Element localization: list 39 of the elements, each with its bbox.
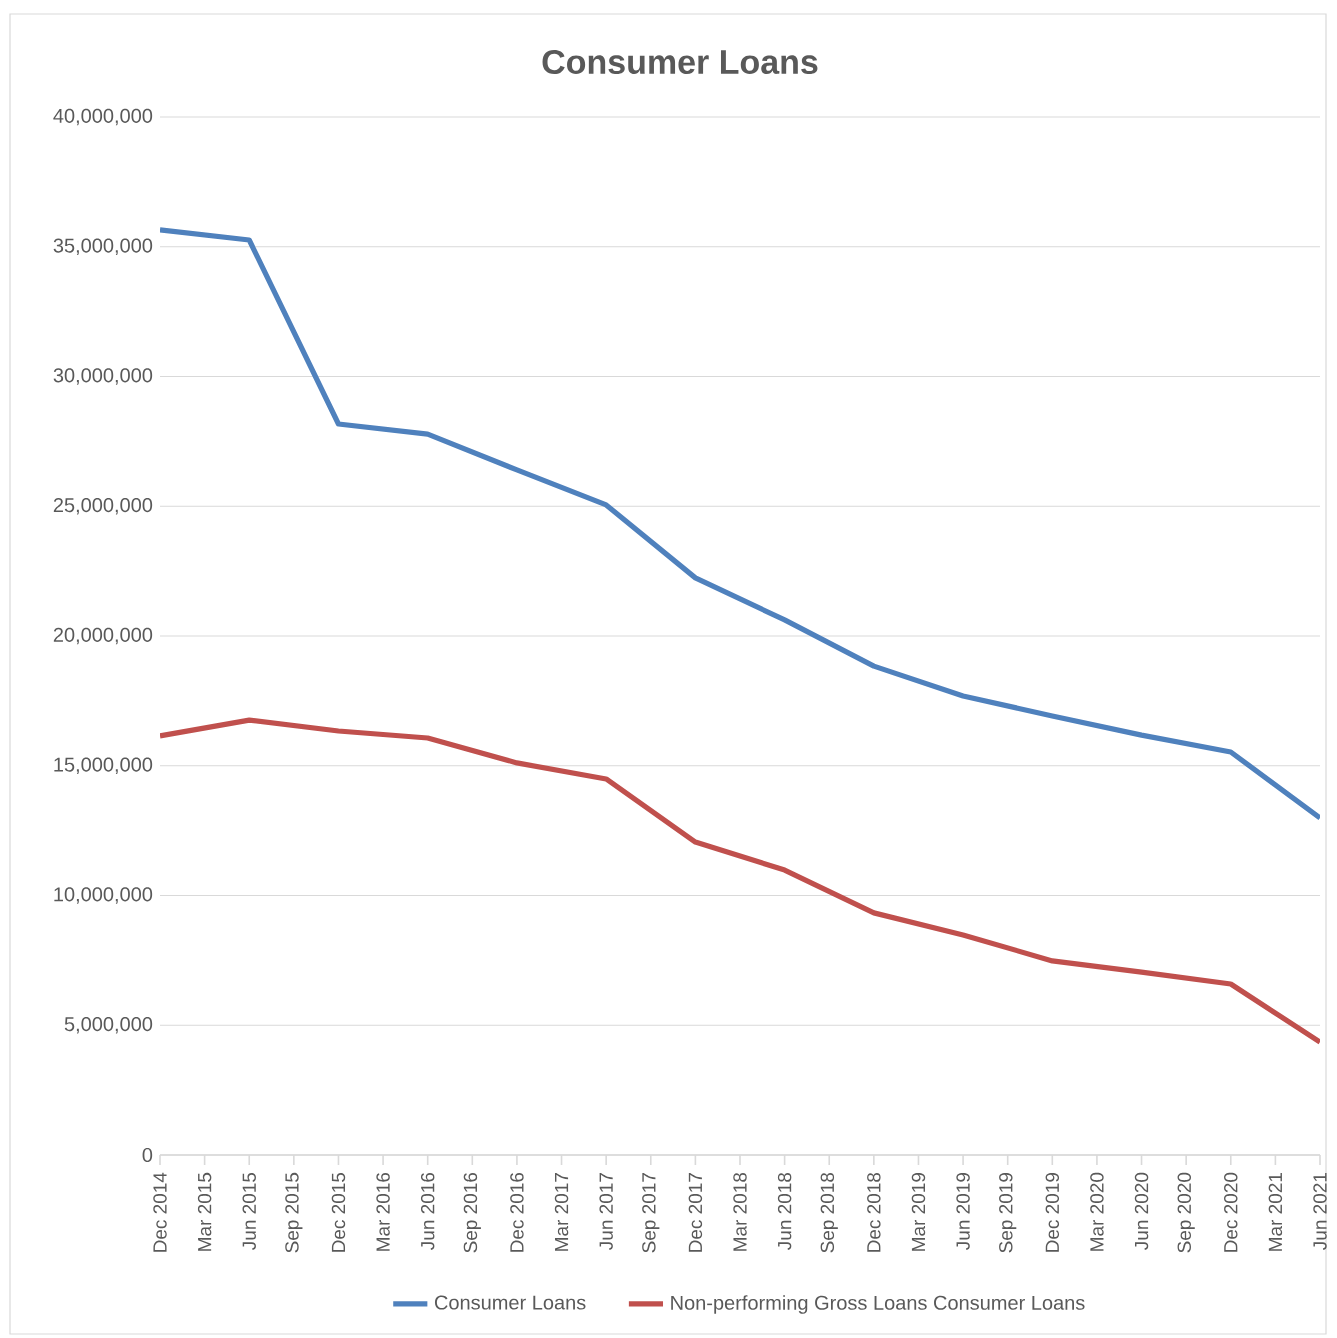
x-tick-label: Dec 2018: [867, 1172, 881, 1252]
x-tick-label: Mar 2019: [911, 1173, 926, 1251]
y-tick-label: 25,000,000: [53, 497, 153, 515]
y-tick-label: 5,000,000: [64, 1016, 153, 1034]
x-tick-label: Dec 2020: [1224, 1172, 1238, 1252]
x-tick-label: Sep 2019: [999, 1173, 1017, 1253]
x-tick-label: Jun 2021: [1313, 1173, 1327, 1250]
x-tick-label: Jun 2015: [242, 1172, 256, 1250]
x-tick-label: Dec 2016: [510, 1172, 524, 1252]
x-tick-label: Sep 2015: [285, 1172, 303, 1253]
x-tick-label: Jun 2019: [956, 1173, 970, 1250]
chart-title: Consumer Loans: [542, 49, 818, 75]
legend-label: Consumer Loans: [434, 1295, 586, 1310]
y-tick-label: 40,000,000: [53, 108, 153, 126]
y-tick-label: 15,000,000: [54, 757, 153, 775]
x-tick-label: Dec 2014: [153, 1172, 167, 1252]
x-tick-label: Dec 2015: [331, 1172, 346, 1252]
x-tick-label: Mar 2017: [554, 1173, 569, 1251]
y-tick-label: 10,000,000: [54, 887, 153, 904]
x-tick-label: Mar 2021: [1268, 1173, 1283, 1251]
x-tick-label: Jun 2016: [420, 1172, 435, 1250]
x-tick-label: Jun 2020: [1134, 1172, 1149, 1250]
x-tick-label: Jun 2017: [599, 1173, 613, 1250]
x-tick-label: Mar 2016: [376, 1172, 390, 1251]
x-tick-label: Sep 2016: [463, 1172, 481, 1253]
y-tick-label: 20,000,000: [53, 627, 153, 645]
x-tick-label: Mar 2015: [197, 1172, 212, 1251]
x-tick-label: Sep 2020: [1177, 1172, 1195, 1253]
x-tick-label: Sep 2017: [642, 1173, 660, 1253]
y-tick-label: 0: [142, 1147, 153, 1163]
x-tick-label: Mar 2020: [1090, 1172, 1104, 1251]
x-tick-label: Sep 2018: [820, 1172, 838, 1253]
x-tick-label: Jun 2018: [777, 1172, 792, 1250]
x-tick-label: Mar 2018: [733, 1172, 747, 1251]
y-tick-label: 30,000,000: [53, 368, 153, 385]
legend-label: Non-performing Gross Loans Consumer Loans: [671, 1295, 1085, 1314]
x-tick-label: Dec 2019: [1045, 1173, 1060, 1252]
x-tick-label: Dec 2017: [688, 1173, 703, 1252]
y-tick-label: 35,000,000: [53, 238, 153, 256]
